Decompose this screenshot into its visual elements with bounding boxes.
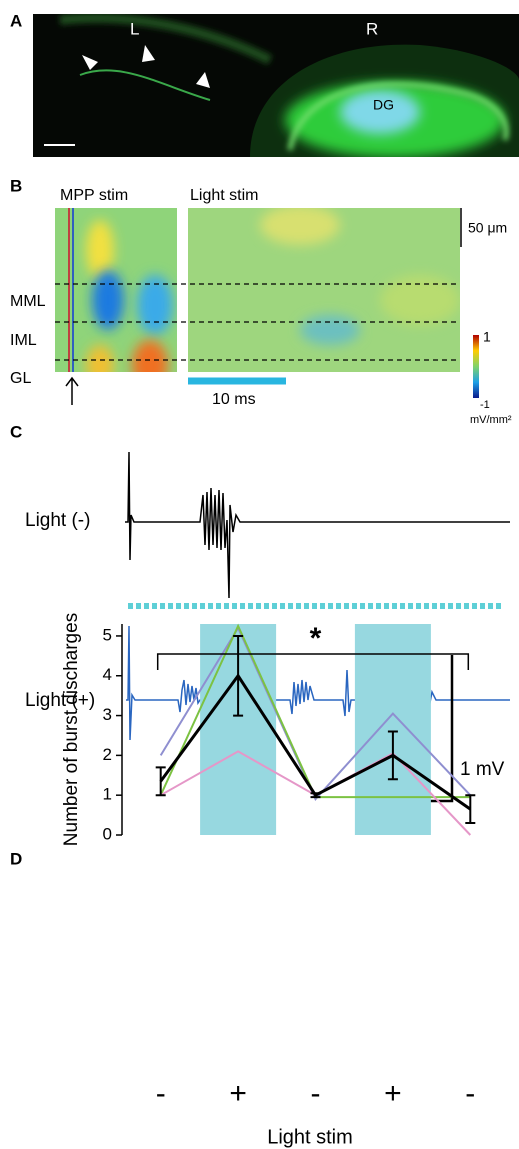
colorbar-unit: mV/mm² <box>470 414 512 426</box>
region-label: L <box>130 19 139 38</box>
layer-label: MML <box>10 293 46 310</box>
layer-label: GL <box>10 370 31 387</box>
y-tick-label: 2 <box>103 745 112 764</box>
y-tick-label: 3 <box>103 705 112 724</box>
layer-boundary <box>55 283 460 361</box>
csd-heatmap <box>55 208 177 372</box>
x-tick-label: - <box>465 1077 475 1110</box>
trace-label: Light (-) <box>25 510 90 531</box>
trace-label: Light (+) <box>25 690 95 711</box>
x-axis-label: Light stim <box>267 1126 353 1148</box>
micrograph <box>33 14 519 157</box>
region-label: DG <box>373 97 394 113</box>
panel-label: A <box>10 11 22 30</box>
error-bar <box>155 766 166 797</box>
y-tick-label: 4 <box>103 665 112 684</box>
csd-heatmap <box>188 208 460 372</box>
y-axis-label: Number of burst discharges <box>61 613 82 846</box>
panel-label: C <box>10 422 22 441</box>
scale-label: 50 μm <box>468 220 507 236</box>
scale-label: 1 mV <box>460 759 505 780</box>
error-bar <box>465 794 476 825</box>
panel-label: D <box>10 849 22 868</box>
x-tick-label: + <box>384 1077 402 1110</box>
colorbar-label: 1 <box>483 329 491 345</box>
y-tick-label: 5 <box>103 625 112 644</box>
trace <box>125 451 510 599</box>
x-tick-label: + <box>229 1077 247 1110</box>
error-bar <box>310 792 321 799</box>
x-tick-label: - <box>156 1077 166 1110</box>
colorbar-label: -1 <box>480 399 490 411</box>
arrow <box>65 376 79 405</box>
significance-bracket <box>156 653 470 670</box>
y-tick-label: 1 <box>103 785 112 804</box>
time-label: 10 ms <box>212 391 256 408</box>
x-tick-label: - <box>311 1077 321 1110</box>
error-bar <box>387 730 398 781</box>
y-tick-label: 0 <box>103 824 112 843</box>
region-label: R <box>366 19 378 38</box>
heatmap-title: MPP stim <box>60 187 128 204</box>
colorbar <box>473 335 479 398</box>
error-bar <box>233 634 244 717</box>
layer-label: IML <box>10 332 37 349</box>
significance-marker: * <box>310 622 322 655</box>
series-line <box>159 625 472 801</box>
light-period <box>354 624 431 835</box>
panel-label: B <box>10 176 22 195</box>
heatmap-title: Light stim <box>190 187 258 204</box>
